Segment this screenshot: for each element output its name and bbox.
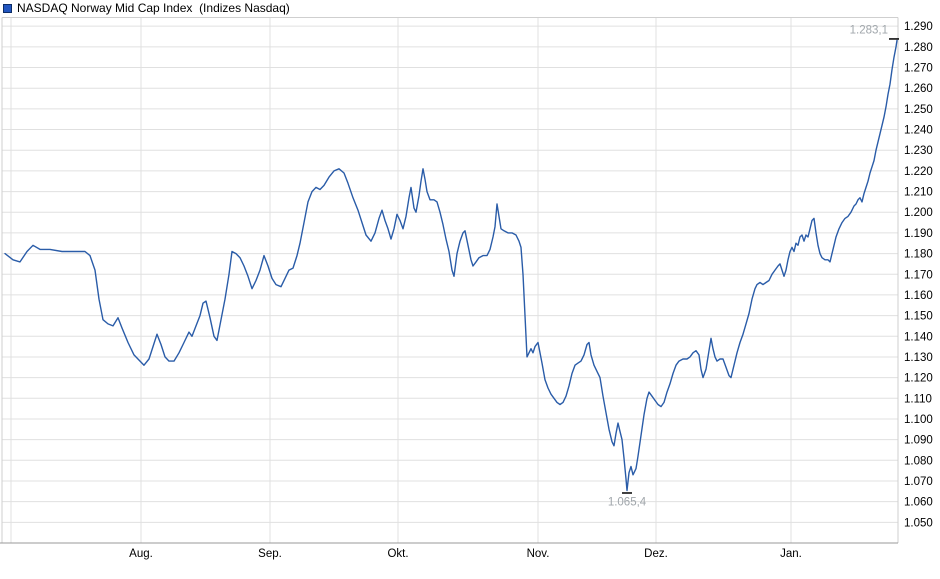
x-axis-label: Dez.: [644, 548, 668, 560]
y-axis-label: 1.290: [904, 21, 933, 33]
y-axis-label: 1.070: [904, 476, 933, 488]
chart-title: NASDAQ Norway Mid Cap Index (Indizes Nas…: [17, 1, 290, 15]
y-axis-label: 1.230: [904, 145, 933, 157]
y-axis-label: 1.100: [904, 414, 933, 426]
price-line: [4, 39, 898, 492]
y-axis-label: 1.210: [904, 187, 933, 199]
x-axis-label: Okt.: [387, 548, 408, 560]
y-axis-label: 1.170: [904, 269, 933, 281]
y-axis-label: 1.200: [904, 207, 933, 219]
chart-legend: NASDAQ Norway Mid Cap Index (Indizes Nas…: [3, 2, 290, 15]
y-axis-label: 1.270: [904, 63, 933, 75]
y-axis-label: 1.240: [904, 125, 933, 137]
y-axis-label: 1.180: [904, 249, 933, 261]
y-axis-label: 1.260: [904, 83, 933, 95]
x-axis-label: Jan.: [780, 548, 802, 560]
last-value-label: 1.283,1: [850, 24, 888, 36]
y-axis-label: 1.280: [904, 42, 933, 54]
y-axis-label: 1.160: [904, 290, 933, 302]
x-axis-label: Sep.: [258, 548, 282, 560]
y-axis-label: 1.140: [904, 331, 933, 343]
y-axis-label: 1.250: [904, 104, 933, 116]
y-axis-label: 1.060: [904, 497, 933, 509]
y-axis-label: 1.080: [904, 455, 933, 467]
y-axis-label: 1.120: [904, 373, 933, 385]
y-axis-label: 1.190: [904, 228, 933, 240]
y-axis-label: 1.150: [904, 311, 933, 323]
y-axis-label: 1.090: [904, 435, 933, 447]
y-axis-label: 1.220: [904, 166, 933, 178]
x-axis-label: Nov.: [527, 548, 550, 560]
series-marker-icon: [3, 4, 12, 13]
y-axis-label: 1.130: [904, 352, 933, 364]
y-axis-label: 1.050: [904, 517, 933, 529]
x-axis-label: Aug.: [129, 548, 153, 560]
min-value-label: 1.065,4: [608, 496, 647, 508]
y-axis-label: 1.110: [904, 393, 932, 405]
